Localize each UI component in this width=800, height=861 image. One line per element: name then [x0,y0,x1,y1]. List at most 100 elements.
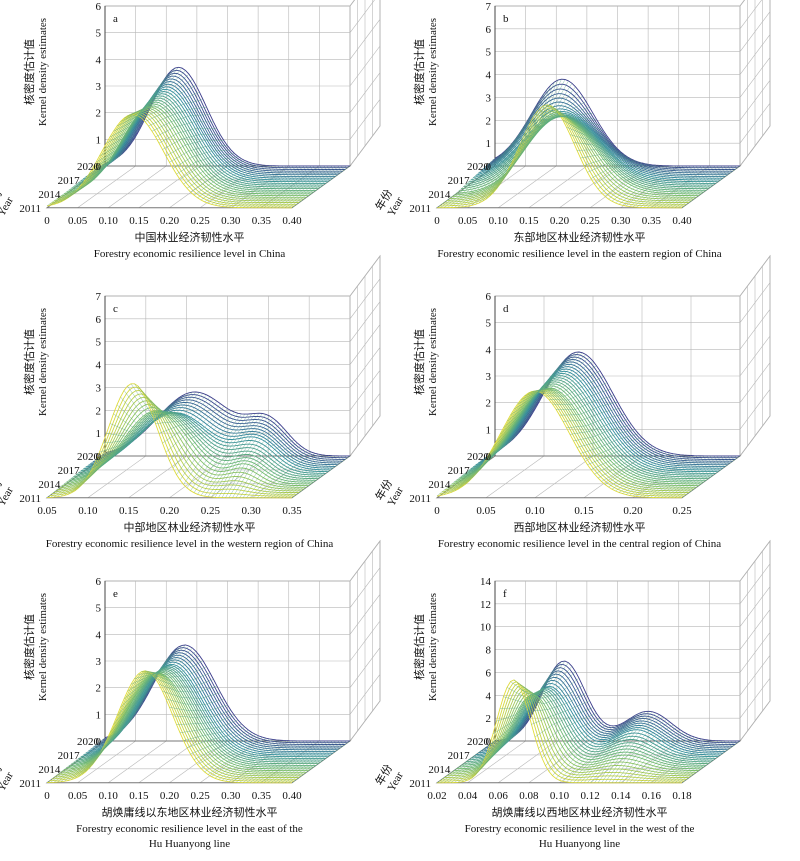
surface-mesh-column [81,128,141,185]
z-tick-label: 3 [96,656,102,668]
surface-mesh-column [221,424,281,498]
x-axis-title-en: Hu Huanyong line [149,838,230,850]
z-tick-label: 3 [96,81,102,93]
surface-mesh-column [520,351,580,400]
surface-mesh-column [590,711,650,783]
grid-line [467,740,526,784]
surface-mesh-column [53,160,113,205]
chart-panel-b: b 0 1 2 3 4 5 6 7 0 0.05 0.10 0.15 0.20 0.25 0.30 0.35 0.… [372,0,771,260]
surface-mesh-column [636,455,695,497]
surface-mesh-column [151,114,211,132]
surface-mesh-column [120,67,179,122]
surface-mesh-column [594,445,653,475]
surface-mesh-column [576,715,636,783]
grid-line [534,455,594,499]
x-tick-label: 0.10 [78,505,98,517]
surface-mesh-column [471,116,531,206]
surface-mesh-column [127,385,186,415]
surface-mesh-column [457,138,517,208]
surface-mesh-column [284,740,344,783]
surface-mesh-column [190,413,249,491]
surface-mesh-column [552,388,611,405]
surface-mesh-column [653,740,713,783]
x-axis-title-cn: 胡焕庸线以西地区林业经济韧性水平 [492,805,668,819]
surface-mesh-column [538,713,597,749]
surface-mesh-column [569,134,629,158]
surface-mesh-column [496,668,555,722]
z-tick-label: 1 [486,424,492,436]
surface-mesh-column [57,449,116,497]
surface-mesh-column [291,455,351,498]
surface-mesh-column [204,736,263,773]
surface-mesh-column [200,413,260,496]
z-axis-title-cn: 核密度估计值 [412,614,426,680]
z-tick-label: 12 [480,599,491,611]
grid-line [528,165,588,209]
surface-mesh-column [604,716,664,783]
surface-mesh-column [211,415,270,498]
surface-mesh-column [81,707,141,775]
surface-mesh-column [496,374,555,442]
surface-mesh-column [242,445,302,498]
surface-mesh-column [253,451,312,498]
z-tick-label: 0 [96,451,102,463]
surface-mesh-column [660,455,720,498]
x-tick-label: 0.12 [581,790,600,802]
grid-line [77,165,136,209]
surface-mesh-column [653,165,713,208]
surface-mesh-column [566,721,625,783]
z-tick-label: 0 [486,736,492,748]
x-tick-label: 0.05 [458,215,478,227]
x-axis-title-en: Forestry economic resilience level in th… [438,538,721,550]
surface-mesh-column [60,448,120,497]
surface-mesh-column [267,740,326,783]
x-tick-label: 0 [44,215,50,227]
surface-mesh-column [88,114,148,175]
surface-mesh-column [671,740,730,783]
surface-mesh-column [541,106,601,126]
z-tick-label: 4 [96,629,102,641]
surface-mesh-column [657,455,716,498]
x-tick-label: 0.25 [191,215,211,227]
z-axis-title-cn: 核密度估计值 [412,329,426,395]
surface-mesh-column [137,85,197,117]
surface-mesh-column [489,386,548,454]
grid-line [589,165,649,209]
surface-mesh-column [517,671,576,697]
surface-mesh-column [534,360,594,392]
surface-mesh-column [580,433,639,454]
surface-mesh-column [534,707,594,738]
surface-mesh-column [183,158,242,185]
x-tick-label: 0.35 [252,215,272,227]
surface-mesh-column [618,165,678,205]
surface-mesh-column [176,153,235,175]
surface-mesh-column [657,740,716,783]
surface-mesh-column [46,452,106,498]
surface-mesh-column [225,740,284,782]
z-tick-label: 5 [486,47,492,59]
surface-mesh-column [253,740,312,783]
z-tick-label: 0 [96,161,102,173]
surface-mesh-column [176,715,235,725]
z-axis-title-en: Kernel density estimates [37,593,49,701]
surface-mesh-column [625,454,685,495]
surface-mesh-column [576,149,636,162]
z-axis-title-en: Kernel density estimates [427,18,439,126]
surface-mesh-column [260,165,319,208]
surface-mesh-column [478,104,538,204]
surface-mesh-column [660,740,720,783]
surface-mesh-column [102,669,162,748]
surface-mesh-column [594,711,653,783]
year-tick-label: 2014 [38,764,61,776]
surface-mesh-column [256,453,316,498]
surface-mesh-column [274,165,333,208]
surface-mesh-column [517,352,576,405]
surface-mesh-column [541,370,601,394]
surface-mesh-column [492,380,552,448]
surface-mesh-column [548,382,608,401]
grid-line [87,455,147,499]
surface-mesh-column [214,739,274,779]
surface-mesh-column [120,396,179,420]
surface-mesh-column [643,165,702,208]
year-tick-label: 2017 [448,465,471,477]
